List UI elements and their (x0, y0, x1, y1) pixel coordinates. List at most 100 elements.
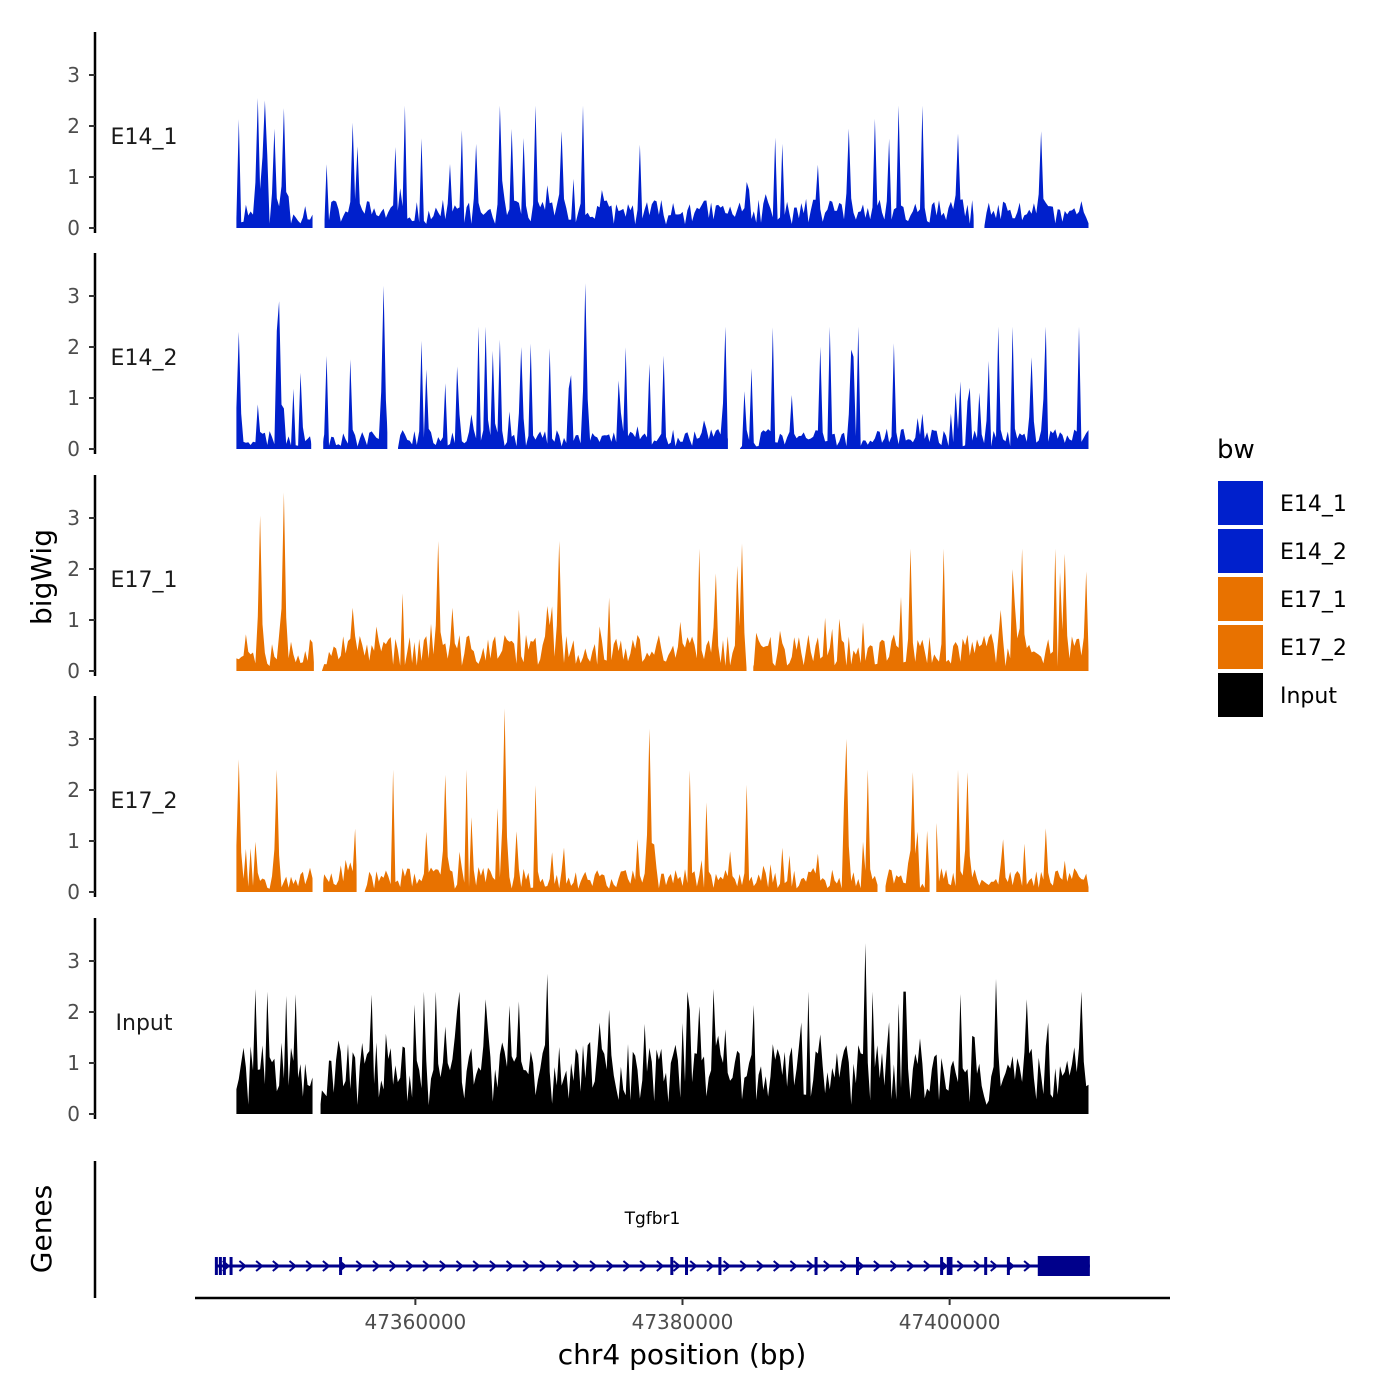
coverage-gap (973, 32, 985, 229)
exon (214, 1257, 218, 1275)
strand-arrow (389, 1260, 398, 1272)
y-tick-label: 2 (67, 557, 80, 581)
strand-arrow (889, 1260, 899, 1272)
strand-arrow (255, 1260, 264, 1272)
x-axis: 47360000 47380000 47400000 (195, 1296, 1170, 1334)
y-tick-label: 1 (67, 608, 80, 632)
strand-arrow (973, 1260, 982, 1272)
track-label: E17_2 (111, 789, 178, 814)
signal-area (236, 943, 1089, 1114)
x-tick-label: 47360000 (364, 1310, 466, 1334)
exon (718, 1257, 722, 1275)
strand-arrow (706, 1260, 715, 1272)
strand-arrow (806, 1260, 815, 1272)
strand-arrow (589, 1260, 598, 1272)
legend-title: bw (1217, 435, 1255, 465)
strand-arrow (873, 1260, 882, 1272)
coverage-gap (877, 696, 886, 893)
coverage-gap (929, 696, 937, 893)
exon (339, 1257, 343, 1275)
utr-block (1037, 1256, 1090, 1276)
track-e14-1: 0 1 2 3 E14_1 (67, 32, 1089, 240)
strand-arrow (622, 1260, 631, 1272)
y-tick-label: 0 (67, 216, 80, 240)
strand-arrow (1023, 1260, 1032, 1272)
strand-arrow (322, 1260, 331, 1272)
x-axis-title: chr4 position (bp) (558, 1338, 807, 1371)
y-tick-label: 3 (67, 949, 80, 973)
exon (670, 1257, 674, 1275)
y-tick-label: 0 (67, 1102, 80, 1126)
strand-arrow (305, 1260, 314, 1272)
track-label: E17_1 (111, 568, 178, 593)
coverage-gap (727, 253, 740, 450)
strand-arrow (689, 1260, 698, 1272)
strand-arrow (923, 1260, 932, 1272)
signal-area (236, 283, 1089, 449)
strand-arrow (405, 1260, 414, 1272)
legend-key (1218, 577, 1263, 621)
strand-arrow (522, 1260, 531, 1272)
y-tick-label: 1 (67, 1051, 80, 1075)
x-tick-label: 47400000 (899, 1310, 1001, 1334)
coverage-gap (313, 475, 322, 672)
y-tick-label: 3 (67, 63, 80, 87)
strand-arrow (990, 1260, 999, 1272)
coverage-gap (312, 696, 324, 893)
y-tick-label: 2 (67, 114, 80, 138)
legend-label: E14_1 (1280, 492, 1347, 517)
genes-panel: Tgfbr1 (93, 1161, 1090, 1298)
y-tick-label: 0 (67, 659, 80, 683)
x-tick-label: 47380000 (632, 1310, 734, 1334)
strand-arrow (672, 1260, 682, 1272)
strand-arrow (288, 1260, 298, 1272)
strand-arrow (355, 1260, 364, 1272)
strand-arrow (272, 1260, 281, 1272)
track-e14-2: 0 1 2 3 E14_2 (67, 253, 1089, 461)
strand-arrow (856, 1260, 865, 1272)
strand-arrow (656, 1260, 665, 1272)
legend-label: E14_2 (1280, 540, 1347, 565)
strand-arrow (756, 1260, 765, 1272)
strand-arrow (722, 1260, 732, 1272)
genes-axis-title: Genes (25, 1185, 58, 1273)
y-tick-label: 2 (67, 778, 80, 802)
legend-key (1218, 625, 1263, 669)
exon (949, 1257, 953, 1275)
strand-arrow (739, 1260, 748, 1272)
coverage-gap (311, 253, 324, 450)
exon (984, 1257, 988, 1275)
legend-label: Input (1280, 684, 1337, 709)
gene-tgfbr1: Tgfbr1 (214, 1209, 1090, 1276)
legend-key (1218, 673, 1263, 717)
exon (946, 1257, 950, 1275)
y-tick-label: 3 (67, 727, 80, 751)
strand-arrow (439, 1260, 448, 1272)
y-tick-label: 1 (67, 165, 80, 189)
strand-arrow (639, 1260, 648, 1272)
strand-arrow (238, 1260, 247, 1272)
track-e17-2: 0 1 2 3 E17_2 (67, 696, 1089, 904)
strand-arrow (839, 1260, 849, 1272)
strand-arrow (489, 1260, 498, 1272)
track-label: Input (116, 1011, 173, 1036)
gene-label: Tgfbr1 (624, 1209, 681, 1229)
legend-label: E17_2 (1280, 636, 1347, 661)
y-tick-label: 2 (67, 1000, 80, 1024)
y-axis-title: bigWig (25, 529, 58, 625)
strand-arrow (555, 1260, 565, 1272)
exon (685, 1257, 689, 1275)
strand-arrow (372, 1260, 381, 1272)
coverage-gap (356, 696, 365, 893)
strand-arrow (455, 1260, 465, 1272)
exon (814, 1257, 818, 1275)
strand-arrow (606, 1260, 615, 1272)
track-e17-1: 0 1 2 3 E17_1 (67, 475, 1089, 683)
y-tick-label: 0 (67, 437, 80, 461)
signal-tracks: 0 1 2 3 E14_1 0 1 2 3 E14_2 0 1 2 3 E17_1 0 1 2 3 E17_2 0 1 2 3… (67, 32, 1089, 1126)
y-tick-label: 1 (67, 829, 80, 853)
y-tick-label: 2 (67, 335, 80, 359)
track-input: 0 1 2 3 Input (67, 918, 1089, 1126)
coverage-gap (312, 32, 325, 229)
strand-arrow (422, 1260, 431, 1272)
